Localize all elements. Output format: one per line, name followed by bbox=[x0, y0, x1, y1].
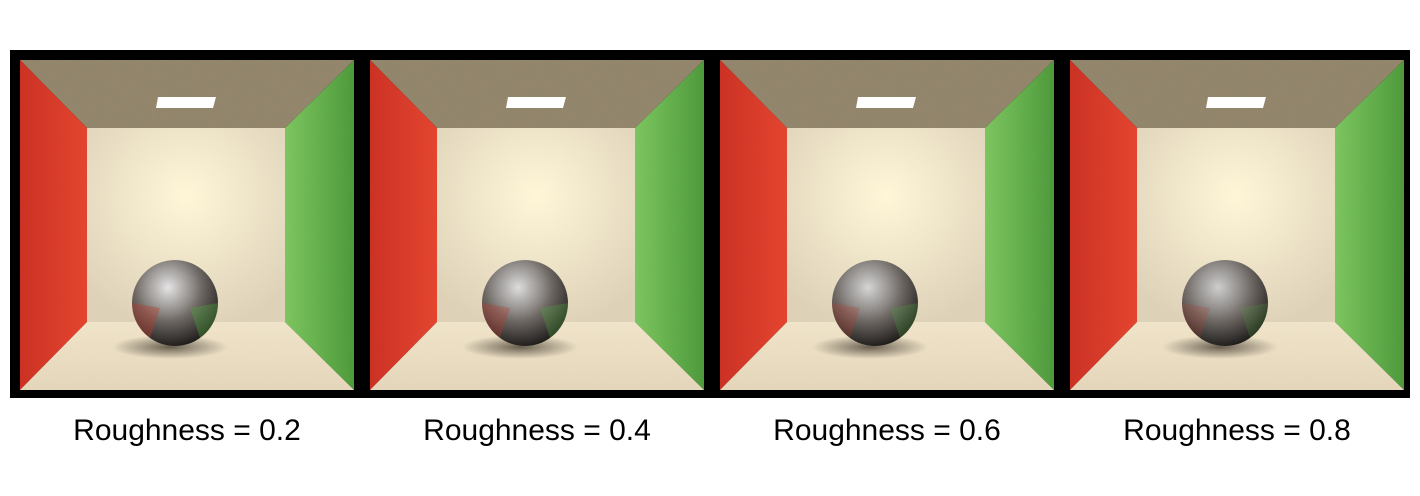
caption-roughness-4: Roughness = 0.8 bbox=[1123, 414, 1351, 447]
cornell-box-render bbox=[1070, 60, 1404, 390]
cornell-box-render bbox=[370, 60, 704, 390]
caption-roughness-3: Roughness = 0.6 bbox=[773, 414, 1001, 447]
render-panel-3 bbox=[720, 60, 1054, 390]
render-panel-1 bbox=[20, 60, 354, 390]
cornell-box-render bbox=[20, 60, 354, 390]
caption-roughness-2: Roughness = 0.4 bbox=[423, 414, 651, 447]
caption-roughness-1: Roughness = 0.2 bbox=[73, 414, 301, 447]
render-panel-2 bbox=[370, 60, 704, 390]
render-panel-4 bbox=[1070, 60, 1404, 390]
cornell-box-render bbox=[720, 60, 1054, 390]
